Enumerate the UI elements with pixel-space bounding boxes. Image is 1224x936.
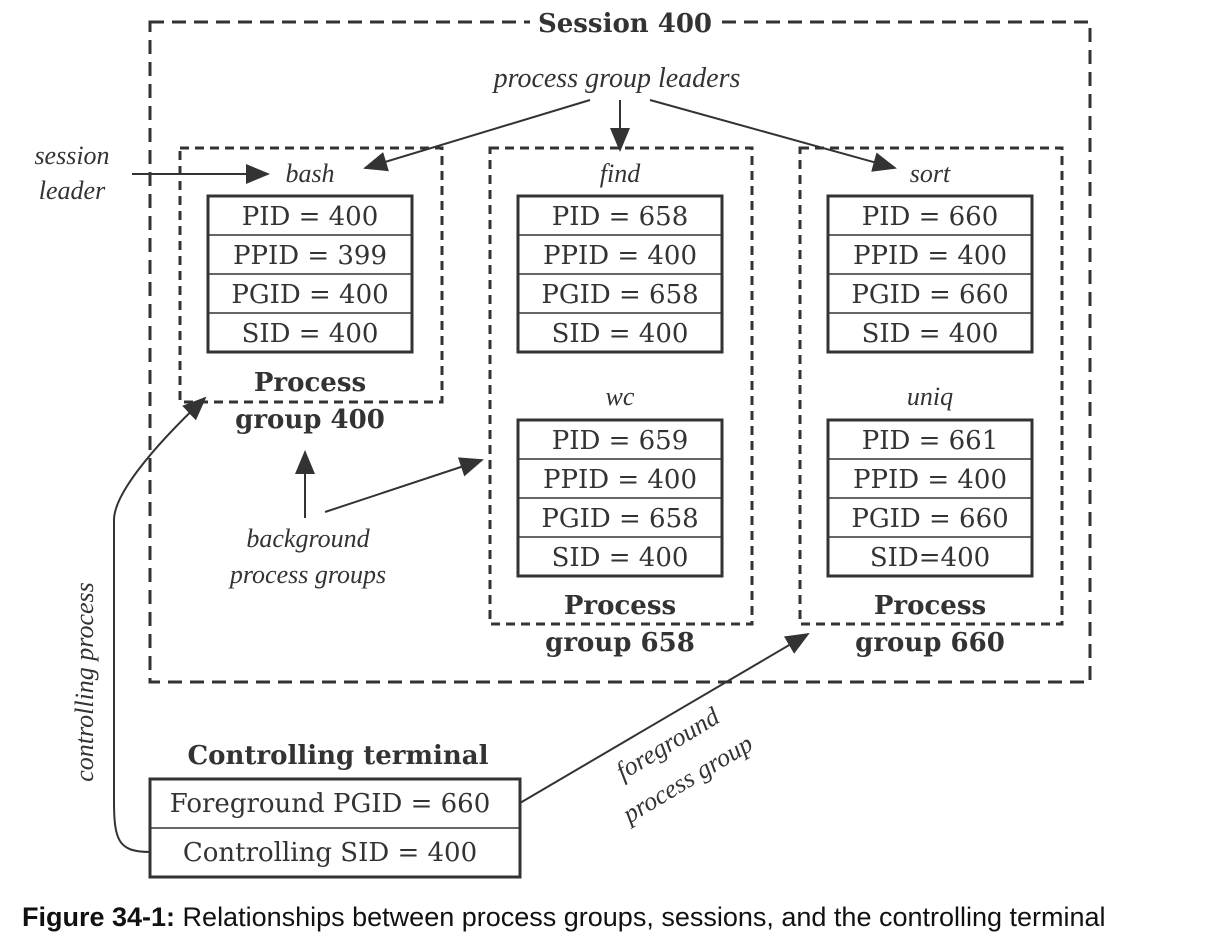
field-pgid: PGID = 400 <box>231 280 388 310</box>
caption-label: Figure 34-1: <box>22 902 175 932</box>
background-label-line2: process groups <box>228 560 386 589</box>
field-sid: SID = 400 <box>862 319 999 349</box>
field-pid: PID = 658 <box>552 202 689 232</box>
field-pgid: PGID = 658 <box>541 280 698 310</box>
process-table-bash: PID = 400 PPID = 399 PGID = 400 SID = 40… <box>206 194 414 354</box>
field-sid: SID=400 <box>870 543 990 573</box>
process-table-find: PID = 658 PPID = 400 PGID = 658 SID = 40… <box>516 194 724 354</box>
process-group-leaders-label: process group leaders <box>492 63 741 94</box>
field-pgid: PGID = 660 <box>851 504 1008 534</box>
terminal-title: Controlling terminal <box>187 741 488 771</box>
field-ppid: PPID = 400 <box>543 465 697 495</box>
field-sid: SID = 400 <box>242 319 379 349</box>
process-name-sort: sort <box>910 159 951 188</box>
process-name-wc: wc <box>606 382 635 411</box>
process-group-660-box <box>798 146 1064 626</box>
process-name-find: find <box>600 159 641 188</box>
field-pgid: PGID = 658 <box>541 504 698 534</box>
controlling-process-label: controlling process <box>70 582 99 782</box>
field-sid: SID = 400 <box>552 319 689 349</box>
group-400-title-line2: group 400 <box>235 405 385 435</box>
field-ppid: PPID = 399 <box>233 241 387 271</box>
session-leader-label-line2: leader <box>39 176 106 205</box>
session-leader-label-line1: session <box>34 141 109 170</box>
field-pid: PID = 659 <box>552 426 689 456</box>
arrow-to-sort <box>649 99 897 172</box>
process-group-400-box <box>178 146 444 404</box>
process-name-uniq: uniq <box>907 382 953 411</box>
arrow-foreground-process-group <box>519 632 810 804</box>
foreground-pgid-field: Foreground PGID = 660 <box>170 789 491 819</box>
field-pid: PID = 660 <box>862 202 999 232</box>
controlling-sid-field: Controlling SID = 400 <box>183 838 477 868</box>
group-660-title-line1: Process <box>874 591 986 621</box>
caption-text: Relationships between process groups, se… <box>175 902 1106 932</box>
field-ppid: PPID = 400 <box>543 241 697 271</box>
arrow-controlling-process <box>113 396 207 853</box>
group-658-title-line2: group 658 <box>545 628 695 658</box>
field-pid: PID = 661 <box>862 426 999 456</box>
arrow-background-to-658 <box>324 457 484 513</box>
group-658-title-line1: Process <box>564 591 676 621</box>
group-660-title-line2: group 660 <box>855 628 1005 658</box>
terminal-table: Foreground PGID = 660 Controlling SID = … <box>148 777 522 879</box>
figure-caption: Figure 34-1: Relationships between proce… <box>22 902 1106 932</box>
process-group-658-box <box>488 146 754 626</box>
field-sid: SID = 400 <box>552 543 689 573</box>
group-400-title-line1: Process <box>254 368 366 398</box>
field-ppid: PPID = 400 <box>853 241 1007 271</box>
process-name-bash: bash <box>285 159 334 188</box>
arrow-to-bash <box>363 99 591 172</box>
field-ppid: PPID = 400 <box>853 465 1007 495</box>
field-pid: PID = 400 <box>242 202 379 232</box>
process-table-sort: PID = 660 PPID = 400 PGID = 660 SID = 40… <box>826 194 1034 354</box>
process-table-wc: PID = 659 PPID = 400 PGID = 658 SID = 40… <box>516 418 724 578</box>
background-label-line1: background <box>246 524 370 553</box>
field-pgid: PGID = 660 <box>851 280 1008 310</box>
session-title: Session 400 <box>538 9 712 39</box>
process-table-uniq: PID = 661 PPID = 400 PGID = 660 SID=400 <box>826 418 1034 578</box>
